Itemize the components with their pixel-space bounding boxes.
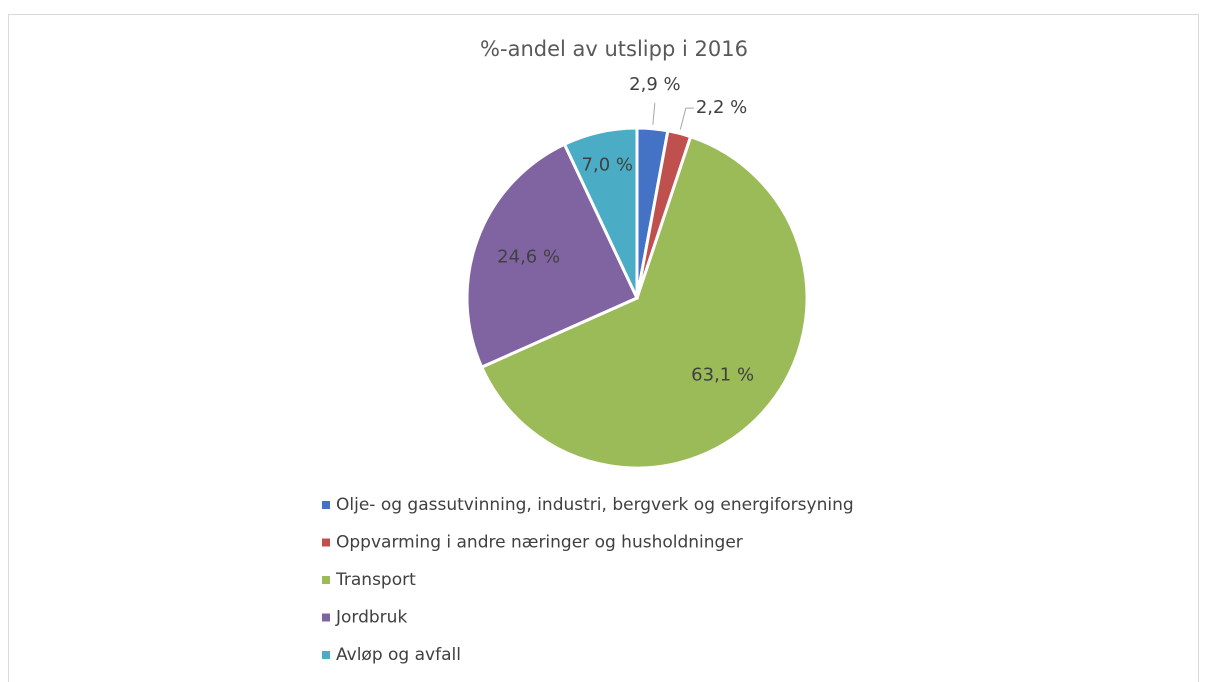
pie-slice	[465, 142, 640, 370]
pie-slice	[479, 134, 809, 470]
legend-swatch	[322, 613, 330, 622]
pie-slice	[562, 126, 639, 299]
leader-line	[652, 102, 656, 125]
legend-label: Oppvarming i andre næringer og husholdni…	[336, 533, 743, 553]
chart-title: %-andel av utslipp i 2016	[480, 37, 748, 61]
legend-swatch	[322, 501, 330, 509]
data-label: 63,1 %	[691, 365, 754, 386]
legend-swatch	[322, 538, 330, 547]
legend-label: Jordbruk	[335, 608, 407, 628]
data-label: 2,9 %	[629, 74, 680, 95]
legend-swatch	[322, 651, 330, 659]
legend-label: Olje- og gassutvinning, industri, bergve…	[336, 495, 854, 515]
legend-label: Avløp og avfall	[336, 645, 461, 665]
data-label: 24,6 %	[497, 247, 560, 268]
data-label: 7,0 %	[582, 154, 633, 175]
legend-label: Transport	[335, 570, 416, 590]
data-label: 2,2 %	[696, 97, 747, 118]
legend-swatch	[322, 576, 330, 584]
leader-line	[679, 107, 694, 130]
